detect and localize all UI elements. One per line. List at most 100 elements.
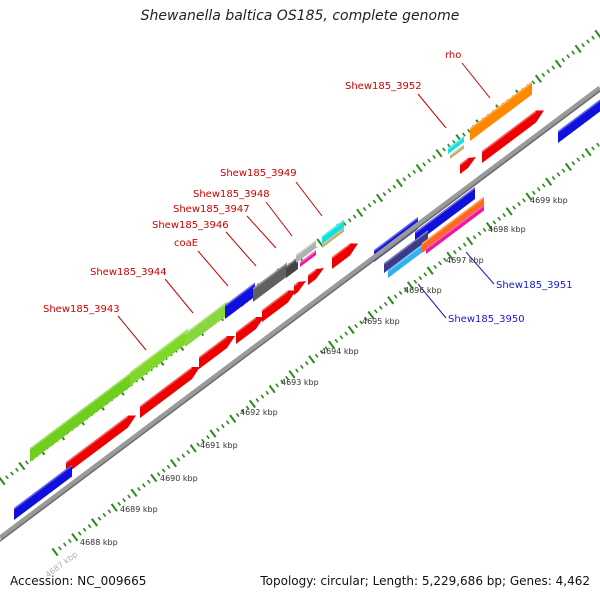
inner-tick-mark bbox=[308, 355, 316, 364]
outer-tick-mark bbox=[15, 467, 19, 472]
gene-arrow-red-highlight bbox=[261, 290, 289, 312]
outer-tick-mark bbox=[566, 54, 571, 59]
callout-line bbox=[461, 62, 491, 99]
gene-labels: rho Shew185_3952 Shew185_3949 Shew185_39… bbox=[43, 50, 573, 325]
outer-tick-mark bbox=[581, 43, 585, 48]
gene-arrow-red bbox=[236, 317, 264, 344]
outer-tick-mark bbox=[387, 188, 392, 193]
gene-label-coae[interactable]: coaE bbox=[174, 238, 198, 249]
gene-block-cyan bbox=[448, 136, 464, 154]
gene-label-shew185-3947[interactable]: Shew185_3947 bbox=[173, 204, 250, 215]
outer-tick-mark bbox=[375, 193, 383, 203]
inner-tick-mark bbox=[77, 531, 82, 536]
scale-tick-label: 4693 kbp bbox=[281, 378, 319, 387]
inner-tick-mark bbox=[265, 390, 270, 395]
inner-tick-mark bbox=[248, 399, 256, 409]
gene-label-shew185-3946[interactable]: Shew185_3946 bbox=[152, 220, 229, 231]
inner-tick-mark bbox=[472, 235, 477, 240]
outer-tick-mark bbox=[392, 184, 397, 189]
inner-tick-mark bbox=[347, 325, 355, 335]
inner-tick-mark bbox=[502, 213, 507, 218]
inner-tick-mark bbox=[235, 412, 240, 418]
outer-tick-mark bbox=[18, 461, 26, 471]
inner-tick-mark bbox=[522, 198, 526, 203]
gene-block-green-highlight bbox=[129, 328, 189, 374]
outer-tick-mark bbox=[422, 162, 427, 167]
gene-arrow-red bbox=[482, 110, 544, 163]
inner-tick-mark bbox=[216, 427, 220, 432]
inner-tick-mark bbox=[142, 483, 146, 488]
gene-arrow-red bbox=[140, 367, 200, 418]
outer-tick-mark bbox=[594, 29, 600, 39]
inner-tick-mark bbox=[466, 236, 474, 246]
inner-tick-mark bbox=[319, 349, 324, 355]
inner-tick-mark bbox=[117, 501, 122, 506]
gene-block-orange bbox=[470, 81, 532, 141]
callout-line bbox=[465, 251, 495, 285]
gene-arrow-red bbox=[332, 243, 358, 269]
callout-line bbox=[164, 278, 194, 314]
outer-tick-mark bbox=[554, 59, 562, 69]
inner-tick-mark bbox=[344, 331, 349, 336]
genome-backbone bbox=[0, 86, 600, 540]
inner-tick-mark bbox=[260, 394, 265, 399]
gene-label-shew185-3950[interactable]: Shew185_3950 bbox=[448, 314, 525, 325]
outer-tick-mark bbox=[551, 65, 556, 70]
gene-block-cyan bbox=[322, 219, 344, 244]
inner-tick-mark bbox=[186, 449, 191, 455]
genome-summary-text: Topology: circular; Length: 5,229,686 bp… bbox=[260, 574, 590, 588]
gene-block-cyan-highlight bbox=[321, 219, 345, 238]
callout-line bbox=[117, 315, 147, 351]
inner-tick-mark bbox=[367, 310, 375, 320]
gene-label-rho[interactable]: rho bbox=[445, 50, 461, 61]
gene-label-shew185-3952[interactable]: Shew185_3952 bbox=[345, 81, 422, 92]
inner-tick-mark bbox=[275, 383, 279, 388]
callout-line bbox=[295, 181, 323, 217]
inner-tick-mark bbox=[299, 364, 304, 369]
gene-label-shew185-3951[interactable]: Shew185_3951 bbox=[496, 280, 573, 291]
inner-tick-mark bbox=[462, 242, 467, 247]
inner-tick-mark bbox=[156, 472, 161, 477]
inner-tick-mark bbox=[505, 207, 513, 216]
inner-tick-mark bbox=[571, 161, 576, 166]
gene-label-shew185-3944[interactable]: Shew185_3944 bbox=[90, 267, 167, 278]
gene-label-shew185-3948[interactable]: Shew185_3948 bbox=[193, 189, 270, 200]
gene-block-blue-highlight bbox=[224, 282, 256, 307]
label-callouts bbox=[117, 62, 495, 351]
gene-block-orange bbox=[422, 196, 484, 253]
gene-label-shew185-3943[interactable]: Shew185_3943 bbox=[43, 304, 120, 315]
scale-tick-label: 4698 kbp bbox=[488, 225, 526, 234]
scale-tick-label: 4691 kbp bbox=[200, 441, 238, 450]
inner-tick-mark bbox=[280, 379, 284, 384]
inner-tick-mark bbox=[541, 183, 546, 188]
gene-arrow-red-highlight bbox=[65, 415, 129, 464]
outer-tick-mark bbox=[541, 72, 546, 78]
inner-tick-mark bbox=[443, 257, 447, 262]
inner-tick-mark bbox=[255, 398, 260, 403]
gene-block-skyblue bbox=[388, 237, 432, 278]
inner-tick-mark bbox=[71, 532, 79, 542]
outer-tick-mark bbox=[415, 163, 423, 173]
gene-block-grey-highlight bbox=[252, 262, 288, 290]
map-title: Shewanella baltica OS185, complete genom… bbox=[140, 8, 460, 24]
inner-tick-mark bbox=[82, 527, 87, 532]
outer-tick-mark bbox=[427, 158, 431, 163]
outer-tick-mark bbox=[395, 178, 403, 188]
inner-tick-mark bbox=[387, 296, 395, 305]
gene-block-blue-highlight bbox=[414, 187, 476, 234]
gene-block-tan-highlight bbox=[321, 227, 345, 246]
callout-line bbox=[197, 250, 229, 287]
gene-block-blue-highlight bbox=[373, 217, 419, 252]
inner-tick-mark bbox=[176, 457, 181, 462]
inner-tick-mark bbox=[364, 316, 368, 321]
gene-label-shew185-3949[interactable]: Shew185_3949 bbox=[220, 168, 297, 179]
gene-block-blue bbox=[225, 282, 255, 319]
inner-tick-mark bbox=[58, 546, 62, 551]
inner-tick-mark bbox=[110, 503, 118, 512]
gene-arrow-red-highlight bbox=[331, 243, 351, 259]
gene-block-blue-highlight bbox=[13, 464, 73, 510]
inner-tick-mark bbox=[517, 201, 521, 207]
gene-arrow-red-highlight bbox=[198, 336, 228, 359]
outer-tick-mark bbox=[586, 39, 590, 44]
